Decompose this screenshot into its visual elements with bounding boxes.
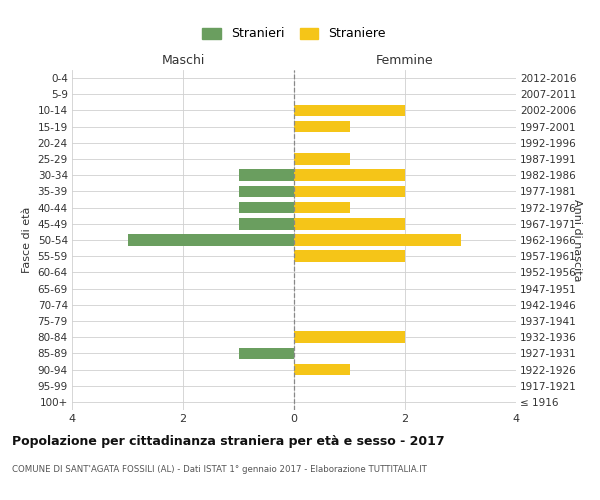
Y-axis label: Anni di nascita: Anni di nascita [572, 198, 583, 281]
Bar [294, 218, 405, 230]
Text: Popolazione per cittadinanza straniera per età e sesso - 2017: Popolazione per cittadinanza straniera p… [12, 435, 445, 448]
Y-axis label: Fasce di età: Fasce di età [22, 207, 32, 273]
Text: Maschi: Maschi [161, 54, 205, 66]
Bar [294, 121, 349, 132]
Bar [128, 234, 294, 246]
Bar [239, 218, 294, 230]
Bar [239, 348, 294, 359]
Bar [294, 234, 461, 246]
Bar [294, 104, 405, 117]
Bar [294, 202, 349, 213]
Bar [239, 170, 294, 181]
Bar [294, 170, 405, 181]
Bar [239, 202, 294, 213]
Bar [294, 186, 405, 198]
Legend: Stranieri, Straniere: Stranieri, Straniere [197, 22, 391, 46]
Bar [294, 332, 405, 343]
Text: Femmine: Femmine [376, 54, 434, 66]
Bar [294, 364, 349, 376]
Bar [239, 186, 294, 198]
Bar [294, 250, 405, 262]
Text: COMUNE DI SANT'AGATA FOSSILI (AL) - Dati ISTAT 1° gennaio 2017 - Elaborazione TU: COMUNE DI SANT'AGATA FOSSILI (AL) - Dati… [12, 465, 427, 474]
Bar [294, 153, 349, 165]
